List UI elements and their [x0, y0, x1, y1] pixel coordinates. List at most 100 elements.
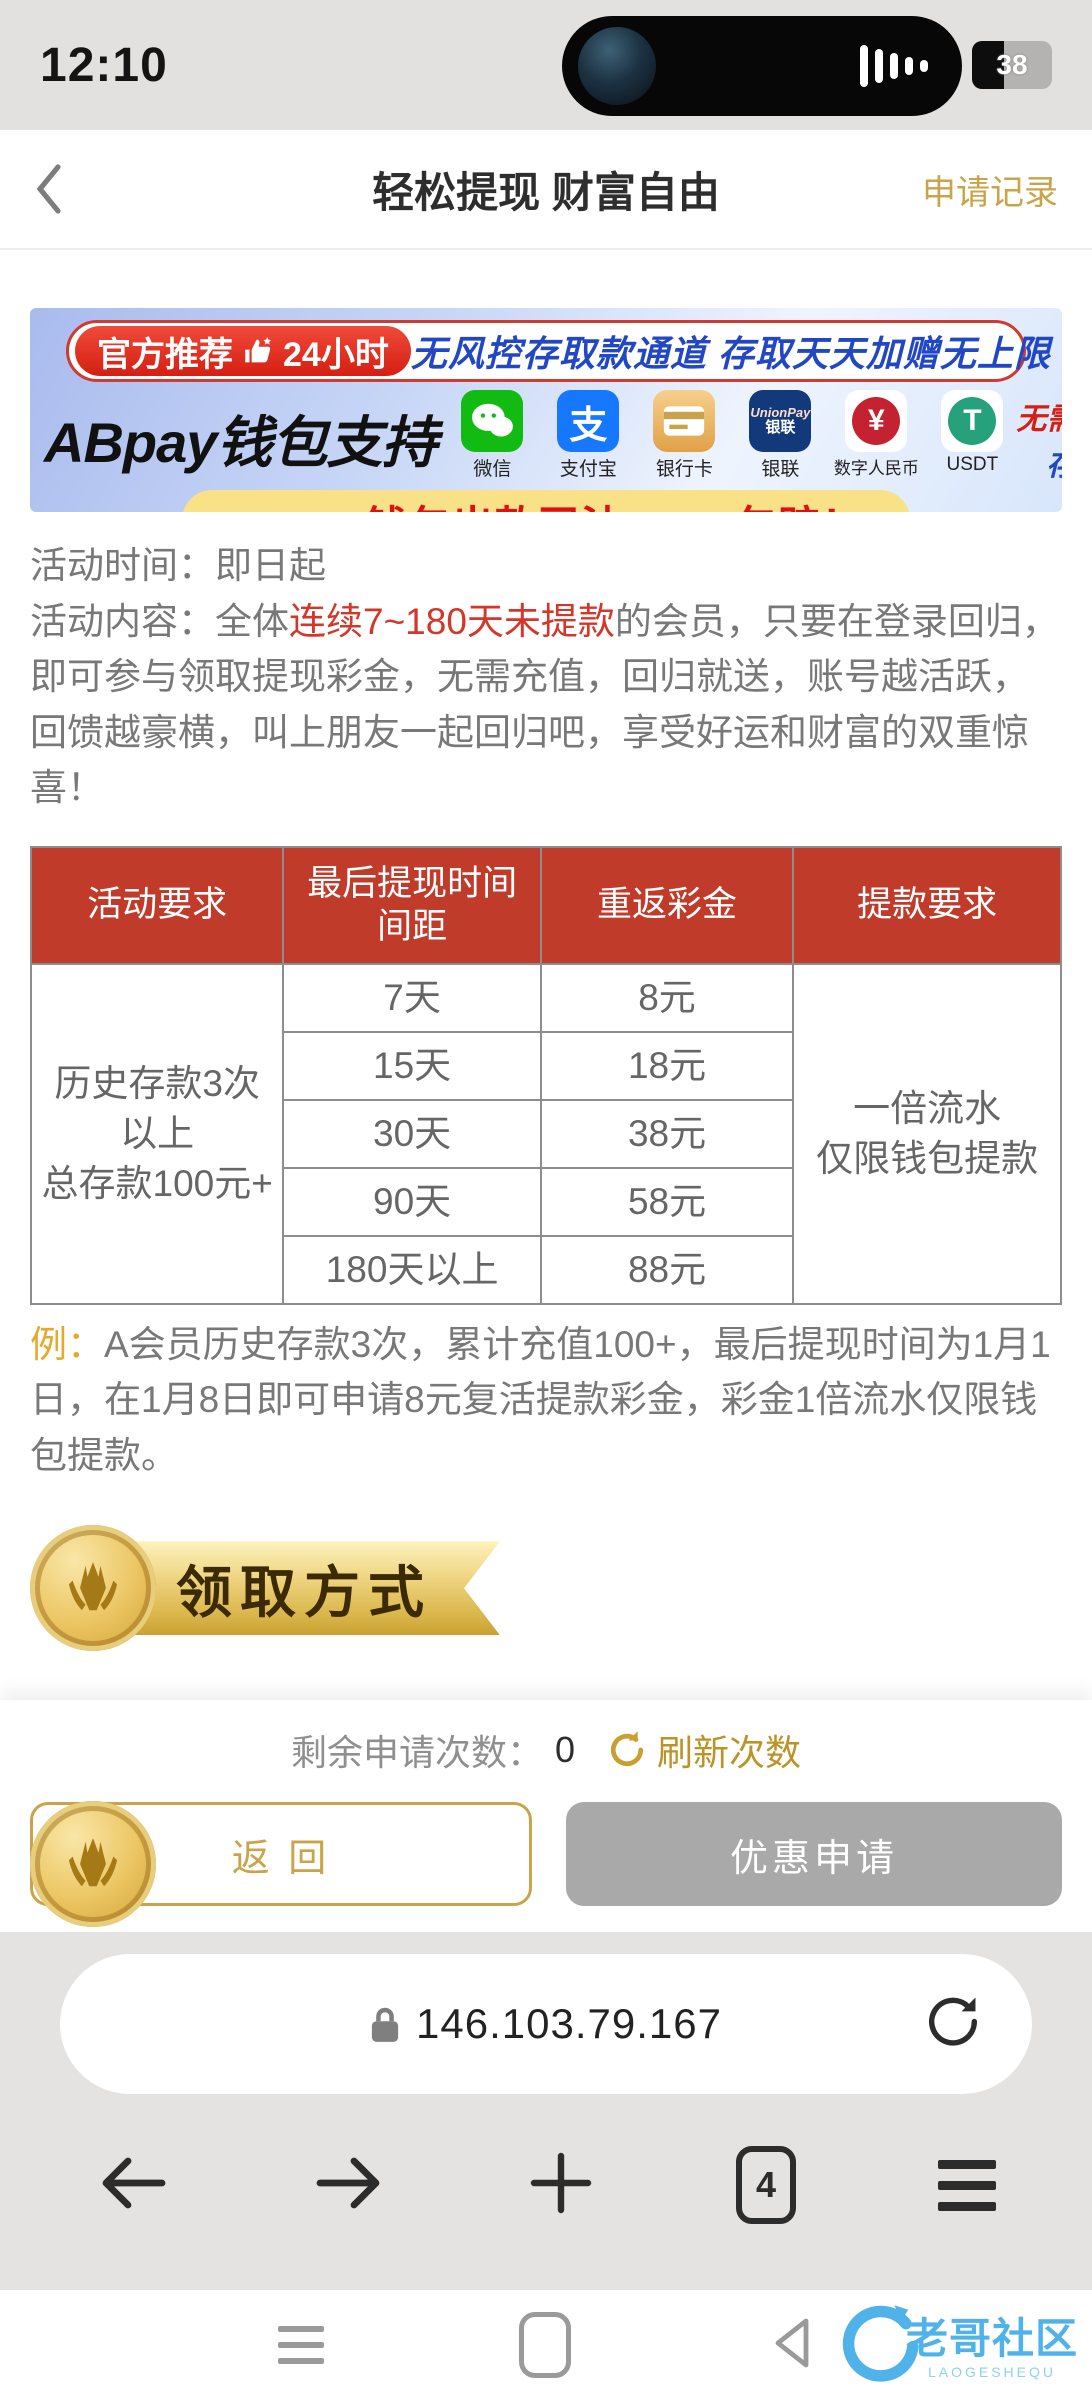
cell-bonus: 58元 — [539, 1166, 795, 1237]
guarantee-text: ABpay钱包出款司法100%包赔！ — [228, 503, 864, 512]
banner-note-red: 无需下载 无需注册 — [1016, 403, 1062, 436]
example-note: 例：A会员历史存款3次，累计充值100+，最后提现时间为1月1日，在1月8日即可… — [30, 1317, 1062, 1484]
payment-usdt: T USDT — [928, 390, 1016, 481]
remaining-label: 剩余申请次数： — [290, 1732, 543, 1773]
official-badge-text: 官方推荐 — [97, 335, 233, 374]
banner-notes: 无需下载 无需注册 存取款 秒到帐 — [1016, 394, 1062, 484]
payment-ecny: ¥ 数字人民币 — [832, 390, 920, 481]
unionpay-cn: 银联 — [765, 418, 796, 436]
table-row: 30天 38元 — [31, 1098, 1061, 1169]
back-chevron-icon[interactable] — [34, 163, 74, 215]
payment-label: USDT — [946, 454, 999, 475]
cell-days: 180天以上 — [282, 1234, 542, 1305]
status-bar: 12:10 5G 5G — [0, 0, 1092, 130]
battery-icon: 38 — [972, 41, 1052, 89]
browser-nav: 4 — [0, 2130, 1092, 2240]
cell-bonus: 88元 — [539, 1234, 795, 1305]
payment-label: 支付宝 — [559, 459, 617, 480]
activity-description: 活动时间：即日起 活动内容：全体连续7~180天未提款的会员，只要在登录回归，即… — [30, 538, 1062, 816]
cell-requirement: 历史存款3次以上 总存款100元+ — [29, 963, 285, 1305]
payment-label: 银行卡 — [655, 459, 713, 480]
url-bar[interactable]: 146.103.79.167 — [60, 1954, 1032, 2094]
example-label: 例： — [30, 1323, 104, 1365]
abpay-banner: 官方推荐 24小时 无风控存取款通道 存取天天加赠无上限 ABpay钱包支持 微… — [30, 308, 1062, 512]
official-badge: 官方推荐 24小时 — [75, 326, 411, 376]
lock-icon — [371, 2007, 399, 2042]
table-row: 历史存款3次以上 总存款100元+ 7天 8元 一倍流水 仅限钱包提款 — [29, 963, 1062, 1305]
tab-switcher-button[interactable]: 4 — [736, 2146, 796, 2224]
banner-wallet-row: ABpay钱包支持 微信 支 支付宝 — [44, 390, 1062, 484]
payment-bankcard: 银行卡 — [640, 390, 728, 481]
cell-days: 30天 — [282, 1098, 542, 1169]
watermark-swirl-icon — [842, 2305, 919, 2382]
bonus-table: 活动要求 最后提现时间间距 重返彩金 提款要求 历史存款3次以上 总存款100元… — [29, 845, 1062, 1305]
bottom-action-panel: 剩余申请次数： 0 刷新次数 返 回 优惠申请 — [0, 1700, 1092, 1932]
unionpay-icon: UnionPay 银联 — [749, 390, 812, 452]
url-text: 146.103.79.167 — [416, 2000, 722, 2047]
camera-cutout-pill — [562, 16, 962, 116]
table-row: 90天 58元 — [31, 1166, 1061, 1237]
remaining-counter: 剩余申请次数： 0 刷新次数 — [0, 1724, 1092, 1776]
wallet-title: ABpay钱包支持 — [44, 411, 437, 474]
system-nav: 老哥社区 LAOGESHEQU — [0, 2290, 1092, 2400]
crest-icon — [30, 1525, 156, 1652]
banner-note-blue: 存取款 秒到帐 — [1016, 440, 1062, 484]
cell-bonus: 38元 — [539, 1098, 795, 1169]
camera-lens-icon — [578, 27, 656, 105]
browser-chrome: 146.103.79.167 4 — [0, 1932, 1092, 2290]
unionpay-wordmark: UnionPay — [750, 404, 811, 420]
watermark-text: 老哥社区 LAOGESHEQU — [906, 2305, 1078, 2380]
col-withdraw: 提款要求 — [792, 845, 1062, 965]
cell-bonus: 18元 — [539, 1030, 795, 1101]
col-interval: 最后提现时间间距 — [282, 845, 542, 965]
cell-days: 7天 — [282, 963, 542, 1033]
col-requirement: 活动要求 — [29, 845, 285, 965]
claim-method-badge: 领取方式 — [30, 1525, 500, 1653]
page-content: 官方推荐 24小时 无风控存取款通道 存取天天加赠无上限 ABpay钱包支持 微… — [0, 252, 1092, 1932]
refresh-count-button[interactable]: 刷新次数 — [605, 1724, 801, 1776]
payment-unionpay: UnionPay 银联 银联 — [736, 390, 824, 481]
equalizer-icon — [860, 45, 928, 87]
payment-alipay: 支 支付宝 — [544, 390, 632, 481]
payment-label: 微信 — [473, 459, 512, 480]
activity-time: 活动时间：即日起 — [30, 545, 326, 586]
activity-content: 活动内容：全体连续7~180天未提款的会员，只要在登录回归，即可参与领取提现彩金… — [30, 594, 1062, 816]
content-fade — [0, 1642, 1092, 1700]
browser-forward-button[interactable] — [312, 2151, 386, 2220]
payment-wechat: 微信 — [448, 390, 536, 481]
page-refresh-button[interactable] — [922, 1991, 984, 2058]
cell-days: 90天 — [282, 1166, 542, 1237]
wechat-icon — [461, 390, 524, 452]
application-history-link[interactable]: 申请记录 — [922, 173, 1058, 212]
browser-back-button[interactable] — [96, 2151, 170, 2220]
ecny-icon: ¥ — [845, 390, 908, 452]
laoge-watermark: 老哥社区 LAOGESHEQU — [830, 2296, 1078, 2388]
refresh-icon — [610, 1731, 644, 1767]
remaining-value: 0 — [554, 1729, 576, 1770]
home-button[interactable] — [518, 2312, 571, 2378]
promo-apply-button[interactable]: 优惠申请 — [566, 1802, 1062, 1906]
activity-content-post: 的会员，只要在登录回归，即可参与领取提现彩金，无需充值，回归就送，账号越活跃，回… — [30, 600, 1059, 809]
claim-method-title: 领取方式 — [176, 1560, 432, 1624]
recents-button[interactable] — [277, 2326, 324, 2364]
system-back-button[interactable] — [766, 2313, 814, 2378]
refresh-label: 刷新次数 — [657, 1732, 802, 1773]
crest-icon — [30, 1801, 156, 1928]
action-buttons: 返 回 优惠申请 — [0, 1802, 1092, 1906]
bankcard-icon — [653, 390, 716, 452]
browser-menu-button[interactable] — [938, 2159, 996, 2211]
activity-content-pre: 活动内容：全体 — [30, 600, 289, 642]
payment-label: 数字人民币 — [833, 459, 919, 478]
table-header-row: 活动要求 最后提现时间间距 重返彩金 提款要求 — [29, 845, 1062, 965]
new-tab-button[interactable] — [528, 2150, 594, 2221]
payment-label: 银联 — [761, 459, 800, 480]
activity-content-highlight: 连续7~180天未提款 — [289, 600, 615, 642]
col-bonus: 重返彩金 — [539, 845, 795, 965]
cell-bonus: 8元 — [539, 963, 795, 1033]
page-title: 轻松提现 财富自由 — [372, 168, 720, 216]
banner-headline: 无风控存取款通道 存取天天加赠无上限 — [410, 333, 1051, 374]
usdt-icon: T — [941, 390, 1004, 452]
hours-badge-text: 24小时 — [283, 335, 389, 374]
cell-days: 15天 — [282, 1030, 542, 1101]
